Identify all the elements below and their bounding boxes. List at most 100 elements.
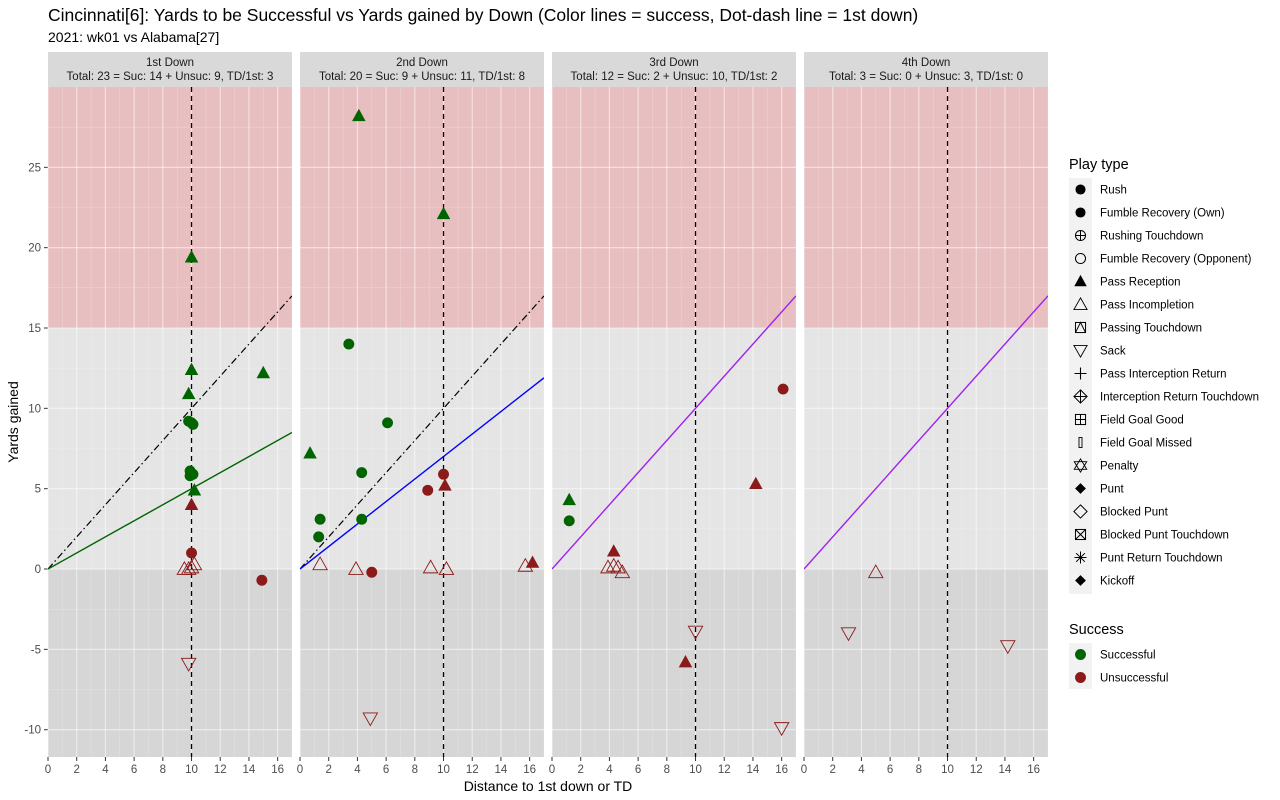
strip-summary: Total: 3 = Suc: 0 + Unsuc: 3, TD/1st: 0 bbox=[829, 71, 1023, 83]
data-point-pass-reception bbox=[187, 483, 202, 496]
strip-summary: Total: 20 = Suc: 9 + Unsuc: 11, TD/1st: … bbox=[319, 71, 525, 83]
data-point-rush bbox=[187, 418, 199, 430]
marker-part bbox=[1075, 414, 1086, 425]
chart-subtitle: 2021: wk01 vs Alabama[27] bbox=[48, 29, 219, 45]
strip-background bbox=[552, 52, 796, 87]
x-tick-label: 14 bbox=[243, 764, 256, 776]
background-band bbox=[300, 569, 544, 757]
legend-key-open-triangle-down-icon bbox=[1073, 345, 1088, 359]
marker-part bbox=[1073, 461, 1088, 473]
y-tick-label: 0 bbox=[35, 564, 41, 576]
data-point-rush bbox=[256, 574, 268, 586]
strip-title: 1st Down bbox=[146, 57, 194, 69]
data-point-rush bbox=[314, 513, 326, 525]
success-line bbox=[804, 295, 1048, 570]
legend-label: Pass Reception bbox=[1100, 277, 1181, 289]
legend-key-filled-circle-icon bbox=[1075, 184, 1086, 195]
legend-label: Kickoff bbox=[1100, 576, 1135, 588]
x-tick-label: 4 bbox=[102, 764, 109, 776]
legend-key-filled-circle-icon bbox=[1075, 207, 1086, 218]
data-point-pass-reception bbox=[749, 476, 763, 490]
x-tick-label: 4 bbox=[354, 764, 361, 776]
legend-key-open-diamond-icon bbox=[1073, 504, 1088, 519]
legend-key-asterisk-icon bbox=[1074, 551, 1087, 564]
panel-lines bbox=[48, 295, 292, 570]
background-band bbox=[48, 569, 292, 757]
chart-title: Cincinnati[6]: Yards to be Successful vs… bbox=[48, 5, 918, 25]
x-tick-label: 0 bbox=[801, 764, 807, 776]
legend-label: Unsuccessful bbox=[1100, 673, 1168, 685]
x-tick-label: 2 bbox=[830, 764, 836, 776]
legend-key-circle-plus-icon bbox=[1074, 229, 1087, 242]
data-point-pass-reception bbox=[678, 655, 693, 668]
legend-label: Rushing Touchdown bbox=[1100, 231, 1203, 243]
data-point-pass-incompletion bbox=[312, 556, 329, 571]
data-point-pass-incompletion bbox=[186, 556, 203, 571]
legend-label: Fumble Recovery (Opponent) bbox=[1100, 254, 1252, 266]
panel-lines bbox=[300, 295, 544, 570]
legend-label: Penalty bbox=[1100, 461, 1139, 473]
legend-key-open-triangle-icon bbox=[1073, 296, 1088, 310]
data-point-rush bbox=[366, 566, 378, 578]
x-tick-label: 12 bbox=[718, 764, 731, 776]
strip-background bbox=[48, 52, 292, 87]
legend-key-diamond-plus-icon bbox=[1073, 389, 1088, 404]
legend: Play type Rush Fumble Recovery (Own) Rushin… bbox=[1069, 157, 1259, 689]
data-point-rush bbox=[343, 338, 355, 350]
strip-summary: Total: 23 = Suc: 14 + Unsuc: 9, TD/1st: … bbox=[67, 71, 274, 83]
data-point-pass-incompletion bbox=[605, 557, 622, 572]
x-tick-label: 14 bbox=[999, 764, 1012, 776]
legend-key-thin-rectangle-icon bbox=[1078, 437, 1083, 448]
legend-key-filled-triangle-icon bbox=[1074, 274, 1087, 287]
facet-panel-4: 4th Down Total: 3 = Suc: 0 + Unsuc: 3, TD… bbox=[801, 52, 1049, 776]
legend-key-background bbox=[1069, 178, 1092, 594]
data-point-rush bbox=[313, 531, 325, 543]
panel-grid bbox=[551, 87, 797, 757]
background-band bbox=[300, 87, 544, 329]
x-tick-label: 6 bbox=[635, 764, 641, 776]
x-tick-label: 8 bbox=[160, 764, 166, 776]
y-tick-label: 5 bbox=[35, 484, 41, 496]
y-axis: -10 -5 0 5 10 15 20 25 bbox=[24, 162, 48, 737]
x-tick-label: 16 bbox=[775, 764, 788, 776]
data-point-rush bbox=[186, 547, 197, 559]
data-point-rush bbox=[356, 513, 368, 525]
x-axis: 0 2 4 6 8 10 12 14 16 bbox=[297, 757, 536, 776]
legend-label: Interception Return Touchdown bbox=[1100, 392, 1259, 404]
data-point-sack bbox=[773, 722, 790, 737]
x-tick-label: 0 bbox=[45, 764, 51, 776]
x-tick-label: 16 bbox=[523, 764, 536, 776]
x-tick-label: 12 bbox=[214, 764, 227, 776]
facet-panel-1: 1st Down Total: 23 = Suc: 14 + Unsuc: 9, … bbox=[45, 52, 293, 776]
x-tick-label: 10 bbox=[185, 764, 198, 776]
legend-key-square-cross-icon bbox=[1074, 528, 1087, 541]
legend-title-success: Success bbox=[1069, 622, 1124, 638]
data-point-pass-reception bbox=[303, 446, 317, 459]
background-band bbox=[552, 569, 796, 757]
x-axis: 0 2 4 6 8 10 12 14 16 bbox=[45, 757, 284, 776]
panel-grid bbox=[47, 87, 293, 757]
facet-panel-3: 3rd Down Total: 12 = Suc: 2 + Unsuc: 10, … bbox=[549, 52, 797, 776]
x-tick-label: 16 bbox=[1027, 764, 1040, 776]
data-point-rush bbox=[777, 383, 789, 395]
legend-key-successful-icon bbox=[1075, 649, 1086, 660]
x-tick-label: 2 bbox=[578, 764, 584, 776]
data-point-pass-incompletion bbox=[183, 559, 200, 574]
x-tick-label: 8 bbox=[916, 764, 922, 776]
success-line bbox=[300, 377, 544, 570]
data-point-pass-incompletion bbox=[438, 560, 455, 575]
legend-key-square-plus-icon bbox=[1074, 413, 1087, 426]
strip-background bbox=[300, 52, 544, 87]
strip-title: 3rd Down bbox=[649, 57, 698, 69]
data-point-sack bbox=[999, 640, 1016, 655]
y-axis-title: Yards gained bbox=[5, 381, 21, 462]
background-band bbox=[48, 87, 292, 329]
x-axis-title: Distance to 1st down or TD bbox=[464, 778, 633, 794]
x-axis: 0 2 4 6 8 10 12 14 16 bbox=[549, 757, 788, 776]
background-band bbox=[804, 87, 1048, 329]
x-tick-label: 10 bbox=[941, 764, 954, 776]
y-tick-label: -5 bbox=[31, 644, 41, 656]
y-tick-label: 25 bbox=[28, 162, 41, 174]
legend-label: Blocked Punt bbox=[1100, 507, 1169, 519]
